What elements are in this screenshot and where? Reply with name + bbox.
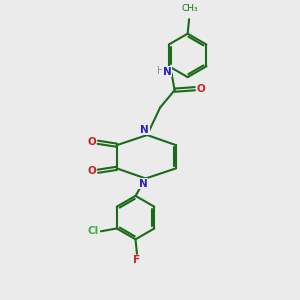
Text: O: O <box>87 166 96 176</box>
Text: H: H <box>157 66 164 76</box>
Text: N: N <box>163 67 172 77</box>
Text: F: F <box>134 255 140 265</box>
Text: O: O <box>87 137 96 147</box>
Text: N: N <box>140 125 149 135</box>
Text: CH₃: CH₃ <box>182 4 198 13</box>
Text: O: O <box>197 84 206 94</box>
Text: N: N <box>139 179 148 189</box>
Text: Cl: Cl <box>88 226 99 236</box>
